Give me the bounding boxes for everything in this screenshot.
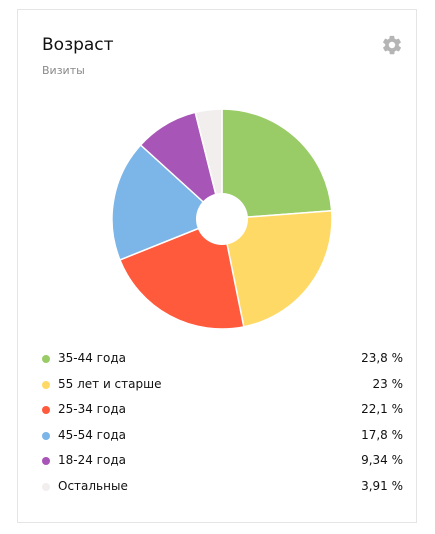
legend-percent: 17,8 % bbox=[361, 427, 403, 442]
legend-label: Остальные bbox=[58, 478, 128, 493]
legend-label: 55 лет и старше bbox=[58, 376, 162, 391]
legend-item[interactable]: 18-24 года 9,34 % bbox=[42, 448, 403, 474]
legend-item[interactable]: 45-54 года 17,8 % bbox=[42, 423, 403, 449]
pie-slice-1[interactable] bbox=[221, 108, 333, 220]
widget-title: Возраст bbox=[42, 35, 114, 55]
legend-item[interactable]: 25-34 года 22,1 % bbox=[42, 397, 403, 423]
donut-hole bbox=[196, 193, 248, 245]
legend-item[interactable]: 35-44 года 23,8 % bbox=[42, 346, 403, 372]
legend-item[interactable]: Остальные 3,91 % bbox=[42, 474, 403, 500]
pie-slice-3[interactable] bbox=[118, 217, 245, 330]
legend-item[interactable]: 55 лет и старше 23 % bbox=[42, 372, 403, 398]
pie-slice-6[interactable] bbox=[194, 108, 223, 220]
age-pie-chart bbox=[111, 108, 333, 330]
legend-label: 25-34 года bbox=[58, 402, 126, 417]
legend-color-dot bbox=[42, 482, 50, 491]
widget-subtitle: Визиты bbox=[42, 64, 85, 77]
legend-color-dot bbox=[42, 380, 50, 389]
legend-label: 18-24 года bbox=[58, 453, 126, 468]
legend-label: 35-44 года bbox=[58, 351, 126, 365]
gear-icon[interactable] bbox=[381, 34, 403, 56]
pie-slice-4[interactable] bbox=[111, 143, 224, 261]
legend-color-dot bbox=[42, 457, 50, 466]
legend-color-dot bbox=[42, 431, 50, 440]
legend-percent: 23,8 % bbox=[361, 351, 403, 365]
legend-percent: 3,91 % bbox=[361, 478, 403, 493]
legend-label: 45-54 года bbox=[58, 427, 126, 442]
age-widget-card: Возраст Визиты 35-44 года 23,8 % 55 лет и … bbox=[17, 9, 417, 523]
legend-percent: 23 % bbox=[372, 376, 404, 391]
legend-color-dot bbox=[42, 355, 50, 363]
chart-legend: 35-44 года 23,8 % 55 лет и старше 23 % 25-34… bbox=[42, 346, 403, 500]
legend-percent: 9,34 % bbox=[361, 453, 403, 468]
legend-percent: 22,1 % bbox=[361, 402, 403, 417]
pie-slice-2[interactable] bbox=[221, 209, 333, 328]
legend-color-dot bbox=[42, 406, 50, 415]
